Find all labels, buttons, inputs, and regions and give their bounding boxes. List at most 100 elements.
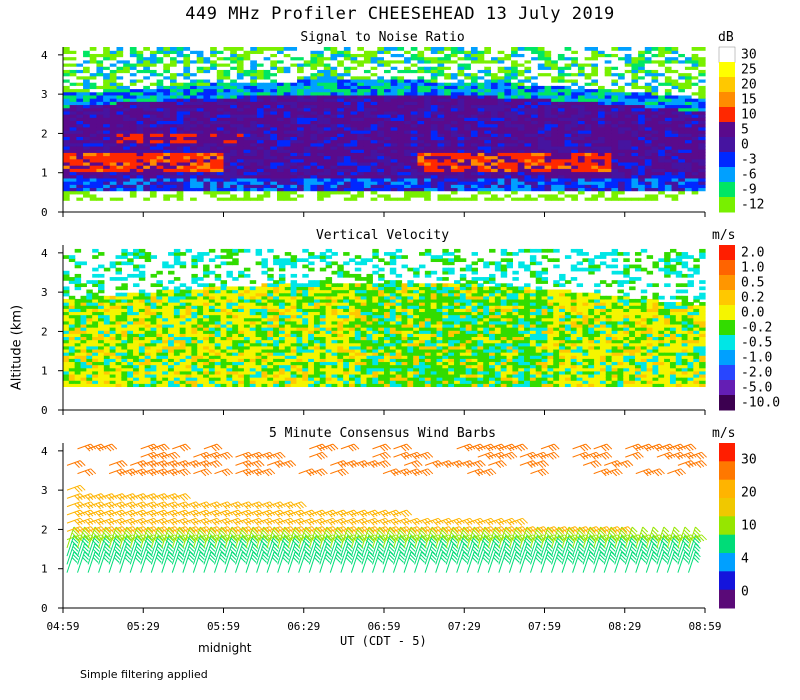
snr-cell xyxy=(203,85,211,90)
snr-cell xyxy=(684,107,693,112)
snr-cell xyxy=(149,158,158,163)
snr-cell xyxy=(69,72,77,77)
snr-cell xyxy=(464,177,472,182)
snr-cell xyxy=(477,152,485,157)
snr-cell xyxy=(129,174,138,179)
snr-cell xyxy=(477,139,485,144)
snr-cell xyxy=(591,110,599,115)
velocity-cell xyxy=(98,367,105,372)
snr-cell xyxy=(691,193,699,198)
snr-cell xyxy=(236,171,245,176)
snr-cell xyxy=(156,82,164,86)
velocity-cell xyxy=(86,361,93,366)
snr-cell xyxy=(63,62,71,67)
snr-cell xyxy=(277,94,285,99)
snr-cell xyxy=(470,104,479,109)
snr-cell xyxy=(330,47,338,51)
snr-cell xyxy=(196,181,205,185)
snr-cell xyxy=(384,136,392,141)
snr-cell xyxy=(123,107,131,112)
velocity-cell xyxy=(86,311,93,316)
snr-cell xyxy=(183,47,191,51)
snr-cell xyxy=(551,168,559,173)
snr-cell xyxy=(698,78,706,83)
snr-cell xyxy=(236,88,245,93)
snr-cell xyxy=(243,62,251,67)
snr-cell xyxy=(250,94,258,99)
snr-cell xyxy=(317,123,325,128)
snr-cell xyxy=(450,145,459,150)
snr-cell xyxy=(577,101,586,106)
snr-cell xyxy=(591,114,599,118)
snr-cell xyxy=(303,72,312,77)
snr-cell xyxy=(524,161,532,166)
snr-cell xyxy=(618,50,626,54)
snr-cell xyxy=(551,184,559,189)
snr-cell xyxy=(230,114,238,118)
snr-cell xyxy=(450,181,459,185)
snr-cell xyxy=(337,56,345,61)
snr-cell xyxy=(223,158,231,163)
snr-cell xyxy=(671,165,679,169)
snr-cell xyxy=(290,101,298,106)
velocity-cell xyxy=(103,373,111,378)
snr-cell xyxy=(236,94,245,99)
snr-cell xyxy=(417,66,425,70)
snr-cell xyxy=(350,155,358,160)
snr-cell xyxy=(417,165,425,169)
snr-cell xyxy=(203,50,211,54)
snr-cell xyxy=(363,181,372,185)
snr-cell xyxy=(444,72,452,77)
snr-cell xyxy=(317,133,325,137)
snr-cell xyxy=(170,174,178,179)
snr-cell xyxy=(618,53,626,58)
snr-cell xyxy=(504,145,512,150)
velocity-cell xyxy=(74,364,82,369)
snr-cell xyxy=(236,149,245,153)
snr-cell xyxy=(564,171,572,176)
snr-cell xyxy=(551,50,559,54)
velocity-cell xyxy=(74,298,82,303)
snr-cell xyxy=(404,120,412,125)
snr-cell xyxy=(584,126,592,131)
snr-cell xyxy=(404,123,412,128)
snr-cell xyxy=(243,114,251,118)
snr-cell xyxy=(437,107,445,112)
snr-cell xyxy=(109,177,118,182)
snr-cell xyxy=(297,62,305,67)
snr-cell xyxy=(290,129,298,134)
snr-cell xyxy=(183,193,191,198)
snr-cell xyxy=(457,47,465,51)
snr-cell xyxy=(83,136,91,141)
snr-cell xyxy=(243,104,251,109)
snr-cell xyxy=(323,98,332,102)
snr-cell xyxy=(631,139,639,144)
snr-cell xyxy=(190,177,198,182)
snr-cell xyxy=(658,85,666,90)
velocity-cell xyxy=(86,364,93,369)
snr-cell xyxy=(203,117,211,122)
snr-cell xyxy=(337,69,345,74)
snr-cell xyxy=(551,145,559,150)
snr-cell xyxy=(256,184,265,189)
snr-cell xyxy=(618,66,626,70)
snr-cell xyxy=(424,69,432,74)
snr-cell xyxy=(377,165,385,169)
snr-cell xyxy=(163,158,171,163)
snr-cell xyxy=(163,171,171,176)
snr-cell xyxy=(283,62,291,67)
snr-cell xyxy=(524,69,532,74)
snr-cell xyxy=(283,168,291,173)
snr-cell xyxy=(631,98,639,102)
snr-cell xyxy=(170,101,178,106)
snr-cell xyxy=(644,168,653,173)
snr-cell xyxy=(63,123,71,128)
snr-cell xyxy=(397,149,405,153)
snr-cell xyxy=(129,53,138,58)
snr-cell xyxy=(156,94,164,99)
velocity-cell xyxy=(68,345,76,350)
snr-cell xyxy=(83,129,91,134)
snr-cell xyxy=(397,126,405,131)
snr-cell xyxy=(123,104,131,109)
snr-cell xyxy=(544,145,552,150)
